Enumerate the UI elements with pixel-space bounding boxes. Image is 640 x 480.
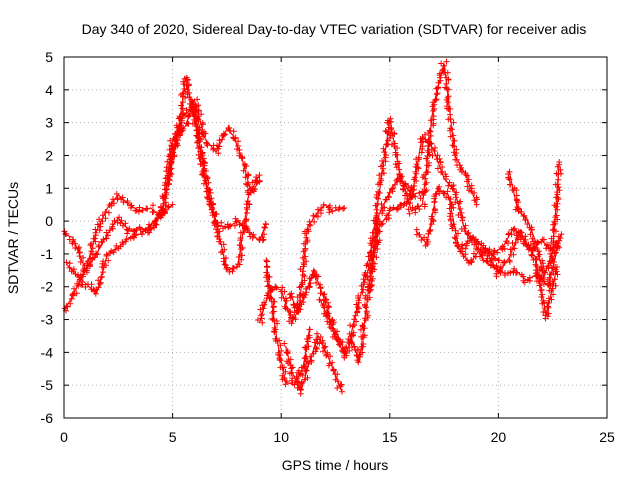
track-13-markers: [484, 159, 564, 280]
data-markers: [61, 58, 565, 397]
track-14-markers: [505, 168, 565, 281]
track-3-markers: [63, 201, 176, 297]
x-axis-label: GPS time / hours: [282, 457, 389, 473]
y-tick-label: 3: [45, 115, 53, 131]
y-tick-label: 2: [45, 147, 53, 163]
x-tick-label: 15: [382, 429, 398, 445]
y-tick-label: 0: [45, 213, 53, 229]
y-tick-label: 4: [45, 82, 53, 98]
track-4-markers: [163, 96, 263, 195]
y-tick-label: -3: [41, 312, 54, 328]
x-tick-label: 25: [599, 429, 615, 445]
y-tick-label: 5: [45, 49, 53, 65]
chart-title: Day 340 of 2020, Sidereal Day-to-day VTE…: [82, 21, 587, 37]
track-11-markers: [362, 58, 481, 299]
x-tick-label: 10: [273, 429, 289, 445]
y-tick-label: -2: [41, 279, 54, 295]
y-tick-label: -4: [41, 344, 54, 360]
y-tick-label: 1: [45, 180, 53, 196]
plot-frame: [63, 56, 608, 419]
y-axis-label: SDTVAR / TECUs: [5, 182, 21, 294]
track-15-markers: [459, 234, 563, 289]
track-8-markers: [286, 201, 348, 315]
x-tick-label: 0: [60, 429, 68, 445]
x-tick-label: 5: [169, 429, 177, 445]
y-tick-label: -1: [41, 246, 54, 262]
y-tick-label: -5: [41, 377, 54, 393]
track-7-markers: [281, 330, 346, 397]
y-tick-label: -6: [41, 410, 54, 426]
track-12-markers: [413, 183, 561, 322]
axes: 0 5 10 15 20 25 -6 -5 -4 -3 -2 -1 0 1 2 3 4 5: [41, 49, 615, 445]
x-tick-label: 20: [491, 429, 507, 445]
